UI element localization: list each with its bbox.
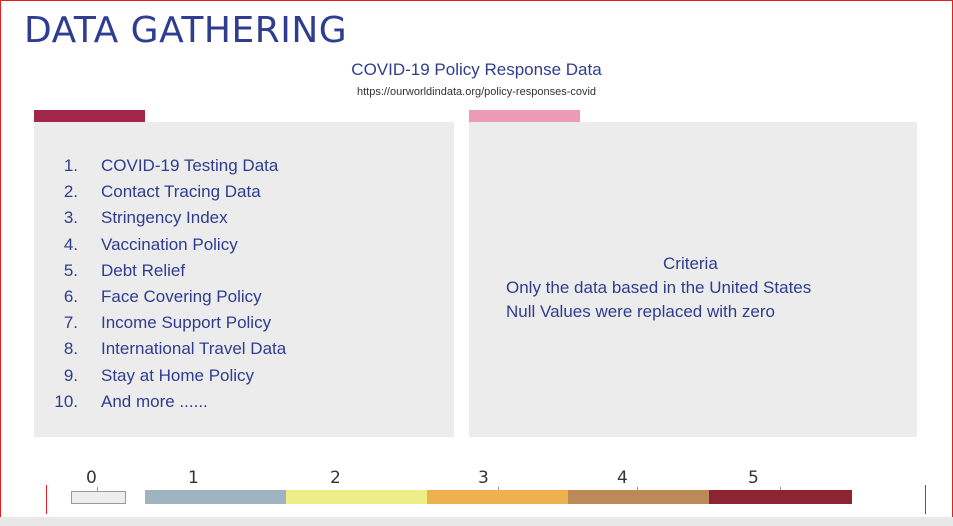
list-item-text: COVID-19 Testing Data (101, 156, 279, 175)
criteria-heading: Criteria (663, 254, 718, 273)
scale-swatch-5 (709, 490, 852, 504)
scale-tick (637, 487, 638, 491)
page-title: DATA GATHERING (24, 10, 348, 51)
list-item-number: 8. (63, 339, 78, 359)
list-item-number: 3. (63, 208, 78, 228)
data-sources-panel: 1. COVID-19 Testing Data 2. Contact Tracin… (34, 122, 454, 437)
list-item-text: Face Covering Policy (101, 286, 262, 306)
list-item-number: 7. (63, 313, 78, 333)
scale-label-5: 5 (748, 468, 759, 488)
bottom-scroll-area (0, 517, 953, 526)
list-item-text: And more ...... (101, 391, 208, 411)
criteria-block: Criteria Only the data based in the Unit… (506, 252, 811, 324)
criteria-line: Only the data based in the United States (506, 278, 812, 297)
scale-swatch-3 (427, 490, 568, 504)
scale-swatch-1 (145, 490, 286, 504)
list-item-text: Income Support Policy (101, 313, 272, 333)
list-item-number: 10. (54, 391, 78, 411)
scale-tick (498, 487, 499, 491)
criteria-panel: Criteria Only the data based in the Unit… (469, 122, 917, 437)
scale-label-3: 3 (478, 468, 489, 488)
subtitle: COVID-19 Policy Response Data (351, 60, 602, 79)
list-item-number: 9. (63, 365, 78, 385)
scale-label-2: 2 (330, 468, 341, 488)
scale-tick (97, 487, 98, 491)
scale-swatch-2 (286, 490, 427, 504)
criteria-line: Null Values were replaced with zero (506, 302, 775, 321)
scale-label-4: 4 (617, 468, 628, 488)
legend-right-edge (925, 485, 926, 514)
list-item-text: International Travel Data (101, 339, 287, 359)
scale-label-0: 0 (86, 468, 97, 488)
color-scale-legend: 0 1 2 3 4 5 (0, 460, 953, 520)
legend-left-edge (46, 485, 47, 514)
list-item-text: Contact Tracing Data (101, 182, 261, 202)
list-item-number: 2. (63, 182, 78, 202)
list-item-text: Stringency Index (101, 208, 228, 228)
list-item-text: Debt Relief (101, 260, 186, 280)
list-item-number: 6. (63, 286, 78, 306)
scale-label-1: 1 (188, 468, 199, 488)
list-item-text: Vaccination Policy (101, 234, 238, 254)
scale-swatch-4 (568, 490, 709, 504)
list-item-number: 4. (63, 234, 78, 254)
list-item-number: 1. (63, 156, 78, 175)
scale-tick (780, 487, 781, 491)
list-item-text: Stay at Home Policy (101, 365, 255, 385)
source-url: https://ourworldindata.org/policy-respon… (356, 86, 597, 98)
list-item-number: 5. (63, 260, 78, 280)
scale-swatch-0 (71, 491, 126, 504)
